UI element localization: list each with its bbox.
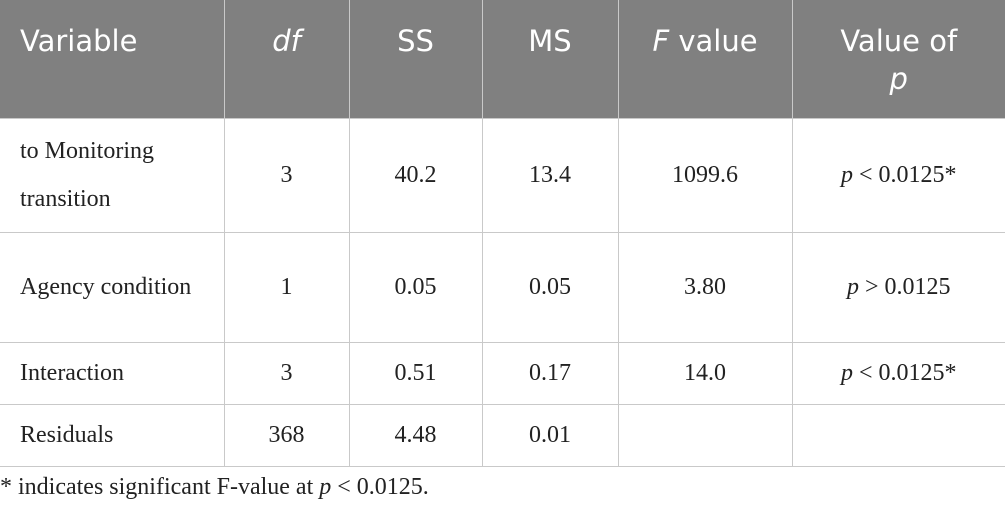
table-header: Variable df SS MS F value Value of p (0, 0, 1005, 118)
header-text: value (678, 24, 758, 58)
cell-text: < 0.0125* (858, 360, 957, 386)
header-cell: F value (618, 0, 793, 118)
cell-text: p (840, 162, 853, 188)
cell: 4.48 (348, 403, 483, 467)
cell: 0.51 (348, 341, 483, 405)
header-cell: MS (482, 0, 619, 118)
table-body: to Monitoring transition 3 40.2 13.4 109… (0, 117, 1005, 467)
cell: Interaction (0, 341, 225, 405)
header-cell: SS (349, 0, 483, 118)
cell: p > 0.0125 (791, 231, 1005, 343)
row: Residuals 368 4.48 0.01 (0, 403, 1005, 467)
cell-text: < 0.0125* (858, 162, 957, 188)
cell (617, 403, 793, 467)
cell: 1099.6 (617, 117, 793, 233)
cell: 0.01 (481, 403, 619, 467)
cell: 14.0 (617, 341, 793, 405)
cell: 13.4 (481, 117, 619, 233)
header-text: F (652, 24, 670, 58)
row: to Monitoring transition 3 40.2 13.4 109… (0, 117, 1005, 233)
cell (791, 403, 1005, 467)
cell: Residuals (0, 403, 225, 467)
cell: 0.05 (348, 231, 483, 343)
footnote-text: < 0.0125. (337, 474, 429, 500)
cell-text: p (846, 274, 859, 300)
cell: 368 (223, 403, 350, 467)
cell: to Monitoring transition (0, 117, 225, 233)
cell: p < 0.0125* (791, 341, 1005, 405)
cell: 3 (223, 341, 350, 405)
footnote: * indicates significant F-value at p < 0… (0, 474, 429, 501)
cell: p < 0.0125* (791, 117, 1005, 233)
cell: 0.17 (481, 341, 619, 405)
anova-table: Variable df SS MS F value Value of p to M… (0, 0, 1005, 467)
footnote-text: p (319, 474, 332, 500)
header-cell: Value of p (792, 0, 1005, 118)
header-text: Value of (840, 24, 958, 58)
cell: 3 (223, 117, 350, 233)
header-cell: df (224, 0, 350, 118)
cell: Agency condition (0, 231, 225, 343)
header-text: p (889, 62, 908, 96)
cell: 3.80 (617, 231, 793, 343)
cell-text: > 0.0125 (864, 274, 951, 300)
footnote-text: * indicates significant F-value at (0, 474, 314, 500)
cell: 0.05 (481, 231, 619, 343)
header-text: df (272, 24, 301, 58)
header-cell: Variable (0, 0, 225, 118)
cell: 40.2 (348, 117, 483, 233)
row: Agency condition 1 0.05 0.05 3.80 p > 0.… (0, 231, 1005, 343)
header-row: Variable df SS MS F value Value of p (0, 0, 1005, 118)
row: Interaction 3 0.51 0.17 14.0 p < 0.0125* (0, 341, 1005, 405)
cell-text: p (840, 360, 853, 386)
cell: 1 (223, 231, 350, 343)
